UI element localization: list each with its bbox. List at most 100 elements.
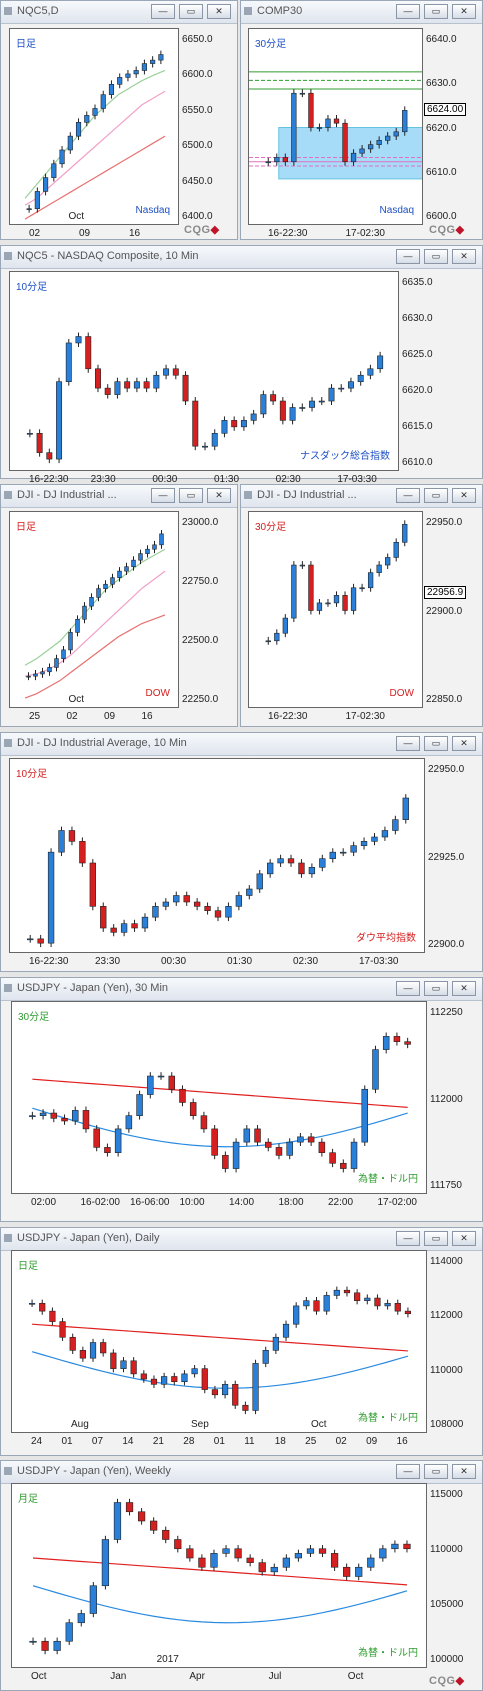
- chart-window[interactable]: USDJPY - Japan (Yen), Weekly — ▭ ✕ 月足 為替・ドル円 1…: [0, 1460, 483, 1691]
- candle-body: [27, 938, 34, 941]
- candle-body: [333, 118, 340, 124]
- candle-body: [211, 1128, 218, 1156]
- minimize-icon[interactable]: —: [396, 1231, 420, 1246]
- y-tick-label: 6615.0: [402, 421, 433, 432]
- minimize-icon[interactable]: —: [151, 4, 175, 19]
- x-tick-label: 25: [29, 711, 41, 722]
- candle-body: [186, 1548, 194, 1559]
- minimize-icon[interactable]: —: [396, 981, 420, 996]
- last-price-tag: 6624.00: [424, 102, 467, 116]
- plot-area[interactable]: 日足 Nasdaq: [9, 28, 179, 225]
- moving-average-line: [32, 1585, 408, 1624]
- minimize-icon[interactable]: —: [396, 1464, 420, 1479]
- candle-body: [77, 1613, 85, 1624]
- x-period-label: Sep: [191, 1419, 209, 1430]
- y-tick-label: 6625.0: [402, 349, 433, 360]
- chart-window[interactable]: COMP30 — ▭ ✕ 30分足 Nasdaq 6640.0 6630.0 6620.0 661…: [240, 0, 483, 240]
- plot-area[interactable]: 10分足 ダウ平均指数: [9, 758, 425, 953]
- maximize-icon[interactable]: ▭: [424, 4, 448, 19]
- candle-body: [307, 1136, 315, 1143]
- chart-window[interactable]: NQC5,D — ▭ ✕ 日足 Nasdaq 6650.0 6600.0 6550.0 6500.…: [0, 0, 238, 240]
- moving-average-line: [32, 1107, 408, 1148]
- minimize-icon[interactable]: —: [396, 4, 420, 19]
- plot-area[interactable]: 日足 DOW: [9, 511, 179, 708]
- candle-body: [150, 1520, 158, 1531]
- close-icon[interactable]: ✕: [452, 4, 476, 19]
- y-tick-label: 22950.0: [428, 764, 465, 775]
- moving-average-line: [24, 135, 166, 220]
- x-tick-label: 18:00: [278, 1197, 304, 1208]
- moving-average-line: [31, 1351, 409, 1389]
- maximize-icon[interactable]: ▭: [424, 249, 448, 264]
- chart-window[interactable]: DJI - DJ Industrial Average, 10 Min — ▭ ✕ 10…: [0, 732, 483, 972]
- timeframe-label: 日足: [18, 1261, 38, 1272]
- close-icon[interactable]: ✕: [207, 488, 231, 503]
- candle-body: [58, 830, 65, 853]
- maximize-icon[interactable]: ▭: [424, 1464, 448, 1479]
- plot-area[interactable]: 日足 為替・ドル円: [11, 1250, 427, 1433]
- plot-area[interactable]: 30分足 為替・ドル円: [11, 1001, 427, 1194]
- candle-body: [379, 1548, 387, 1559]
- minimize-icon[interactable]: —: [396, 736, 420, 751]
- window-titlebar[interactable]: NQC5 - NASDAQ Composite, 10 Min — ▭ ✕: [1, 246, 482, 269]
- window-titlebar[interactable]: USDJPY - Japan (Yen), Weekly — ▭ ✕: [1, 1461, 482, 1484]
- x-tick-label: Jan: [110, 1671, 127, 1682]
- candle-body: [29, 1640, 37, 1643]
- close-icon[interactable]: ✕: [452, 981, 476, 996]
- candlestick-chart: [249, 71, 422, 180]
- chart-window[interactable]: DJI - DJ Industrial ... — ▭ ✕ 30分足 DOW 22950.0…: [240, 484, 483, 727]
- candle-body: [298, 862, 305, 875]
- close-icon[interactable]: ✕: [452, 1231, 476, 1246]
- maximize-icon[interactable]: ▭: [424, 736, 448, 751]
- y-tick-label: 22750.0: [182, 576, 219, 587]
- candle-body: [316, 127, 323, 129]
- window-titlebar[interactable]: DJI - DJ Industrial ... — ▭ ✕: [1, 485, 237, 508]
- window-titlebar[interactable]: DJI - DJ Industrial ... — ▭ ✕: [241, 485, 482, 508]
- x-tick-label: 18: [274, 1436, 286, 1447]
- candle-body: [232, 1384, 239, 1406]
- candle-body: [120, 1360, 127, 1369]
- plot-area[interactable]: 30分足 Nasdaq: [248, 28, 423, 225]
- candle-body: [367, 368, 374, 376]
- candle-body: [402, 797, 409, 820]
- maximize-icon[interactable]: ▭: [424, 981, 448, 996]
- candle-body: [161, 1376, 168, 1385]
- window-titlebar[interactable]: COMP30 — ▭ ✕: [241, 1, 482, 24]
- window-titlebar[interactable]: DJI - DJ Industrial Average, 10 Min — ▭ ✕: [1, 733, 482, 756]
- window-titlebar[interactable]: USDJPY - Japan (Yen), 30 Min — ▭ ✕: [1, 978, 482, 1001]
- minimize-icon[interactable]: —: [396, 488, 420, 503]
- close-icon[interactable]: ✕: [207, 4, 231, 19]
- candle-body: [204, 906, 211, 911]
- candle-body: [222, 1155, 229, 1169]
- chart-window[interactable]: USDJPY - Japan (Yen), 30 Min — ▭ ✕ 30分足 為替・ドル…: [0, 977, 483, 1222]
- chart-window[interactable]: NQC5 - NASDAQ Composite, 10 Min — ▭ ✕ 10分足 ナス…: [0, 245, 483, 485]
- window-titlebar[interactable]: USDJPY - Japan (Yen), Daily — ▭ ✕: [1, 1228, 482, 1251]
- chart-window[interactable]: USDJPY - Japan (Yen), Daily — ▭ ✕ 日足 為替・ドル円 11…: [0, 1227, 483, 1456]
- window-titlebar[interactable]: NQC5,D — ▭ ✕: [1, 1, 237, 24]
- x-tick-label: 16: [129, 228, 141, 239]
- x-tick-label: 02:30: [275, 474, 301, 485]
- candle-body: [254, 1128, 261, 1143]
- candle-body: [140, 1373, 147, 1380]
- x-tick-label: 22:00: [328, 1197, 354, 1208]
- x-tick-label: 01:30: [214, 474, 240, 485]
- chart-window[interactable]: DJI - DJ Industrial ... — ▭ ✕ 日足 DOW 23000.0 22…: [0, 484, 238, 727]
- candle-body: [350, 845, 357, 853]
- maximize-icon[interactable]: ▭: [424, 488, 448, 503]
- plot-area[interactable]: 30分足 DOW: [248, 511, 423, 708]
- close-icon[interactable]: ✕: [452, 488, 476, 503]
- candle-body: [189, 1102, 197, 1116]
- plot-area[interactable]: 月足 為替・ドル円: [11, 1483, 427, 1668]
- plot-area[interactable]: 10分足 ナスダック総合指数: [9, 271, 399, 471]
- close-icon[interactable]: ✕: [452, 736, 476, 751]
- close-icon[interactable]: ✕: [452, 1464, 476, 1479]
- candle-body: [68, 830, 76, 842]
- minimize-icon[interactable]: —: [396, 249, 420, 264]
- maximize-icon[interactable]: ▭: [179, 488, 203, 503]
- maximize-icon[interactable]: ▭: [179, 4, 203, 19]
- close-icon[interactable]: ✕: [452, 249, 476, 264]
- moving-average-line: [24, 90, 166, 206]
- maximize-icon[interactable]: ▭: [424, 1231, 448, 1246]
- minimize-icon[interactable]: —: [151, 488, 175, 503]
- candle-body: [394, 1302, 401, 1312]
